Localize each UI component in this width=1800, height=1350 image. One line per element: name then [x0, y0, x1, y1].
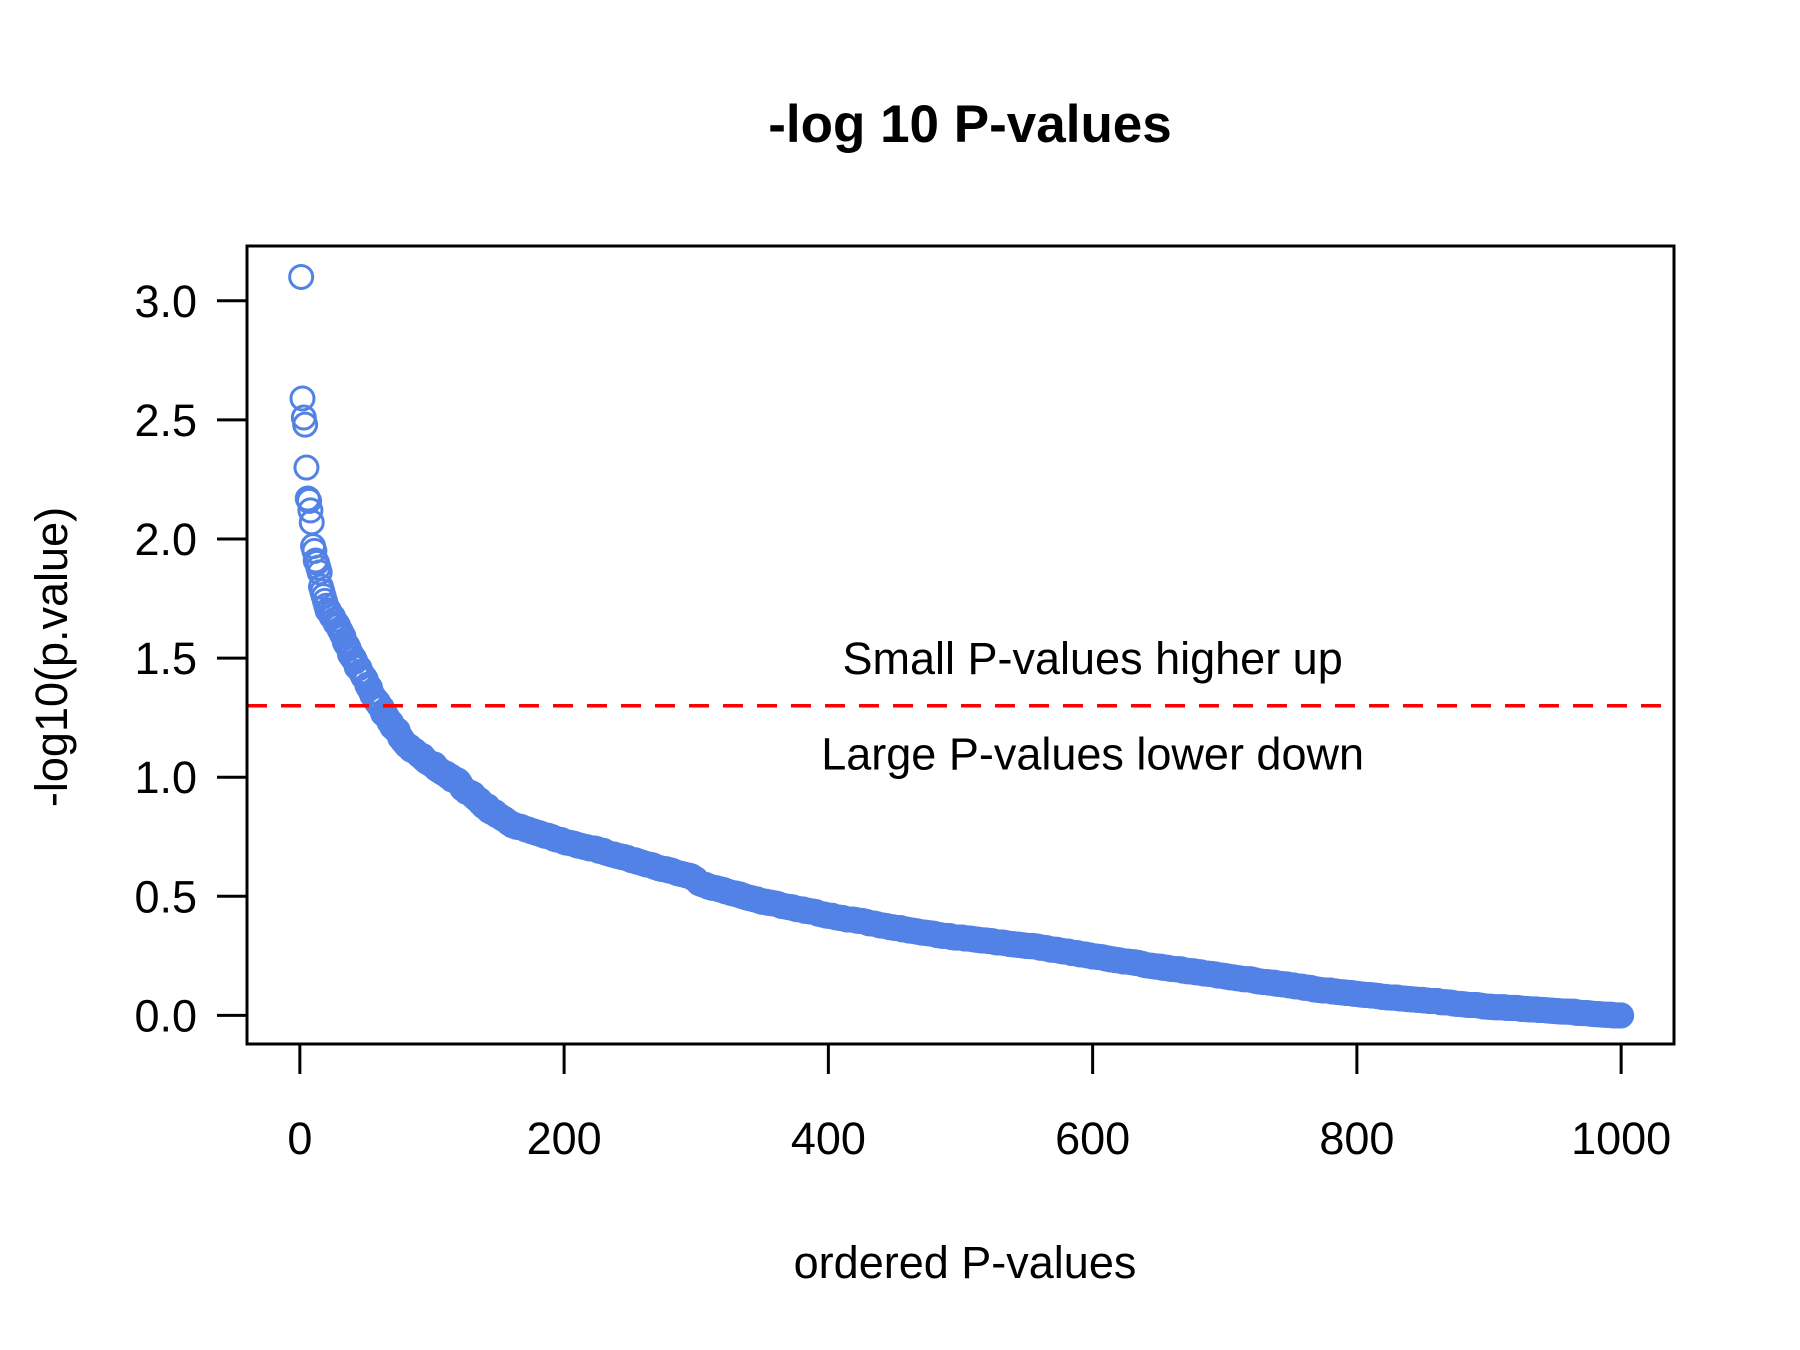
x-tick-label: 400 [791, 1113, 866, 1164]
y-tick-label: 2.5 [134, 395, 197, 446]
y-tick-label: 1.5 [134, 633, 197, 684]
x-tick-label: 800 [1319, 1113, 1394, 1164]
y-tick-label: 2.0 [134, 514, 197, 565]
data-point [288, 263, 315, 290]
data-point [289, 385, 316, 412]
x-axis: 0 200 400 600 800 1000 [287, 1042, 1671, 1164]
y-tick-label: 1.0 [134, 752, 197, 803]
chart-title: -log 10 P-values [768, 95, 1172, 154]
data-point [293, 454, 320, 481]
y-tick-label: 3.0 [134, 276, 197, 327]
annotation-large-p-values: Large P-values lower down [821, 728, 1364, 779]
y-tick-label: 0.5 [134, 871, 197, 922]
data-point [1608, 1002, 1635, 1029]
x-axis-label: ordered P-values [794, 1237, 1137, 1288]
data-point [297, 497, 324, 524]
x-tick-label: 600 [1055, 1113, 1130, 1164]
y-axis-label: -log10(p.value) [26, 507, 77, 807]
x-tick-label: 0 [287, 1113, 312, 1164]
data-points [288, 263, 1635, 1029]
data-point [292, 411, 319, 438]
x-tick-label: 1000 [1571, 1113, 1671, 1164]
x-tick-label: 200 [527, 1113, 602, 1164]
y-tick-label: 0.0 [134, 990, 197, 1041]
y-axis: 0.0 0.5 1.0 1.5 2.0 2.5 3.0 [134, 276, 247, 1041]
annotation-small-p-values: Small P-values higher up [842, 633, 1342, 684]
